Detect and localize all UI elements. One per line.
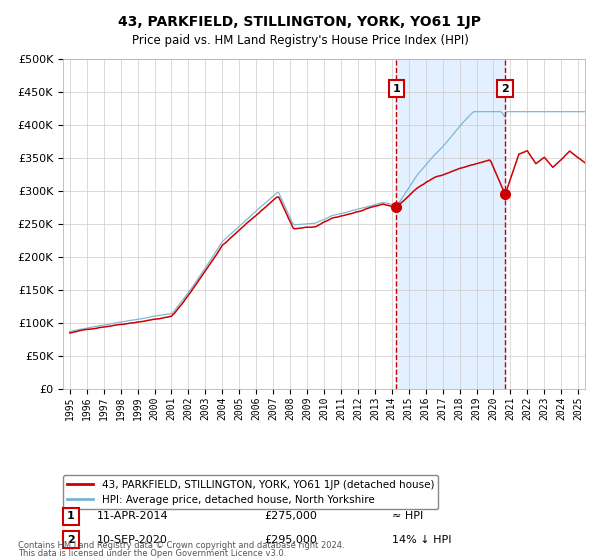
Legend: 43, PARKFIELD, STILLINGTON, YORK, YO61 1JP (detached house), HPI: Average price,: 43, PARKFIELD, STILLINGTON, YORK, YO61 1…: [63, 475, 438, 509]
Text: £295,000: £295,000: [264, 535, 317, 544]
Text: 1: 1: [67, 511, 75, 521]
Text: 2: 2: [67, 535, 75, 544]
Text: This data is licensed under the Open Government Licence v3.0.: This data is licensed under the Open Gov…: [18, 549, 286, 558]
Text: 1: 1: [392, 83, 400, 94]
Bar: [397, 59, 505, 389]
Text: Price paid vs. HM Land Registry's House Price Index (HPI): Price paid vs. HM Land Registry's House …: [131, 34, 469, 46]
Text: 2: 2: [501, 83, 509, 94]
Text: Contains HM Land Registry data © Crown copyright and database right 2024.: Contains HM Land Registry data © Crown c…: [18, 541, 344, 550]
Text: 43, PARKFIELD, STILLINGTON, YORK, YO61 1JP: 43, PARKFIELD, STILLINGTON, YORK, YO61 1…: [119, 15, 482, 29]
Text: ≈ HPI: ≈ HPI: [392, 511, 423, 521]
Text: £275,000: £275,000: [264, 511, 317, 521]
Text: 10-SEP-2020: 10-SEP-2020: [97, 535, 168, 544]
Text: 11-APR-2014: 11-APR-2014: [97, 511, 169, 521]
Text: 14% ↓ HPI: 14% ↓ HPI: [392, 535, 451, 544]
